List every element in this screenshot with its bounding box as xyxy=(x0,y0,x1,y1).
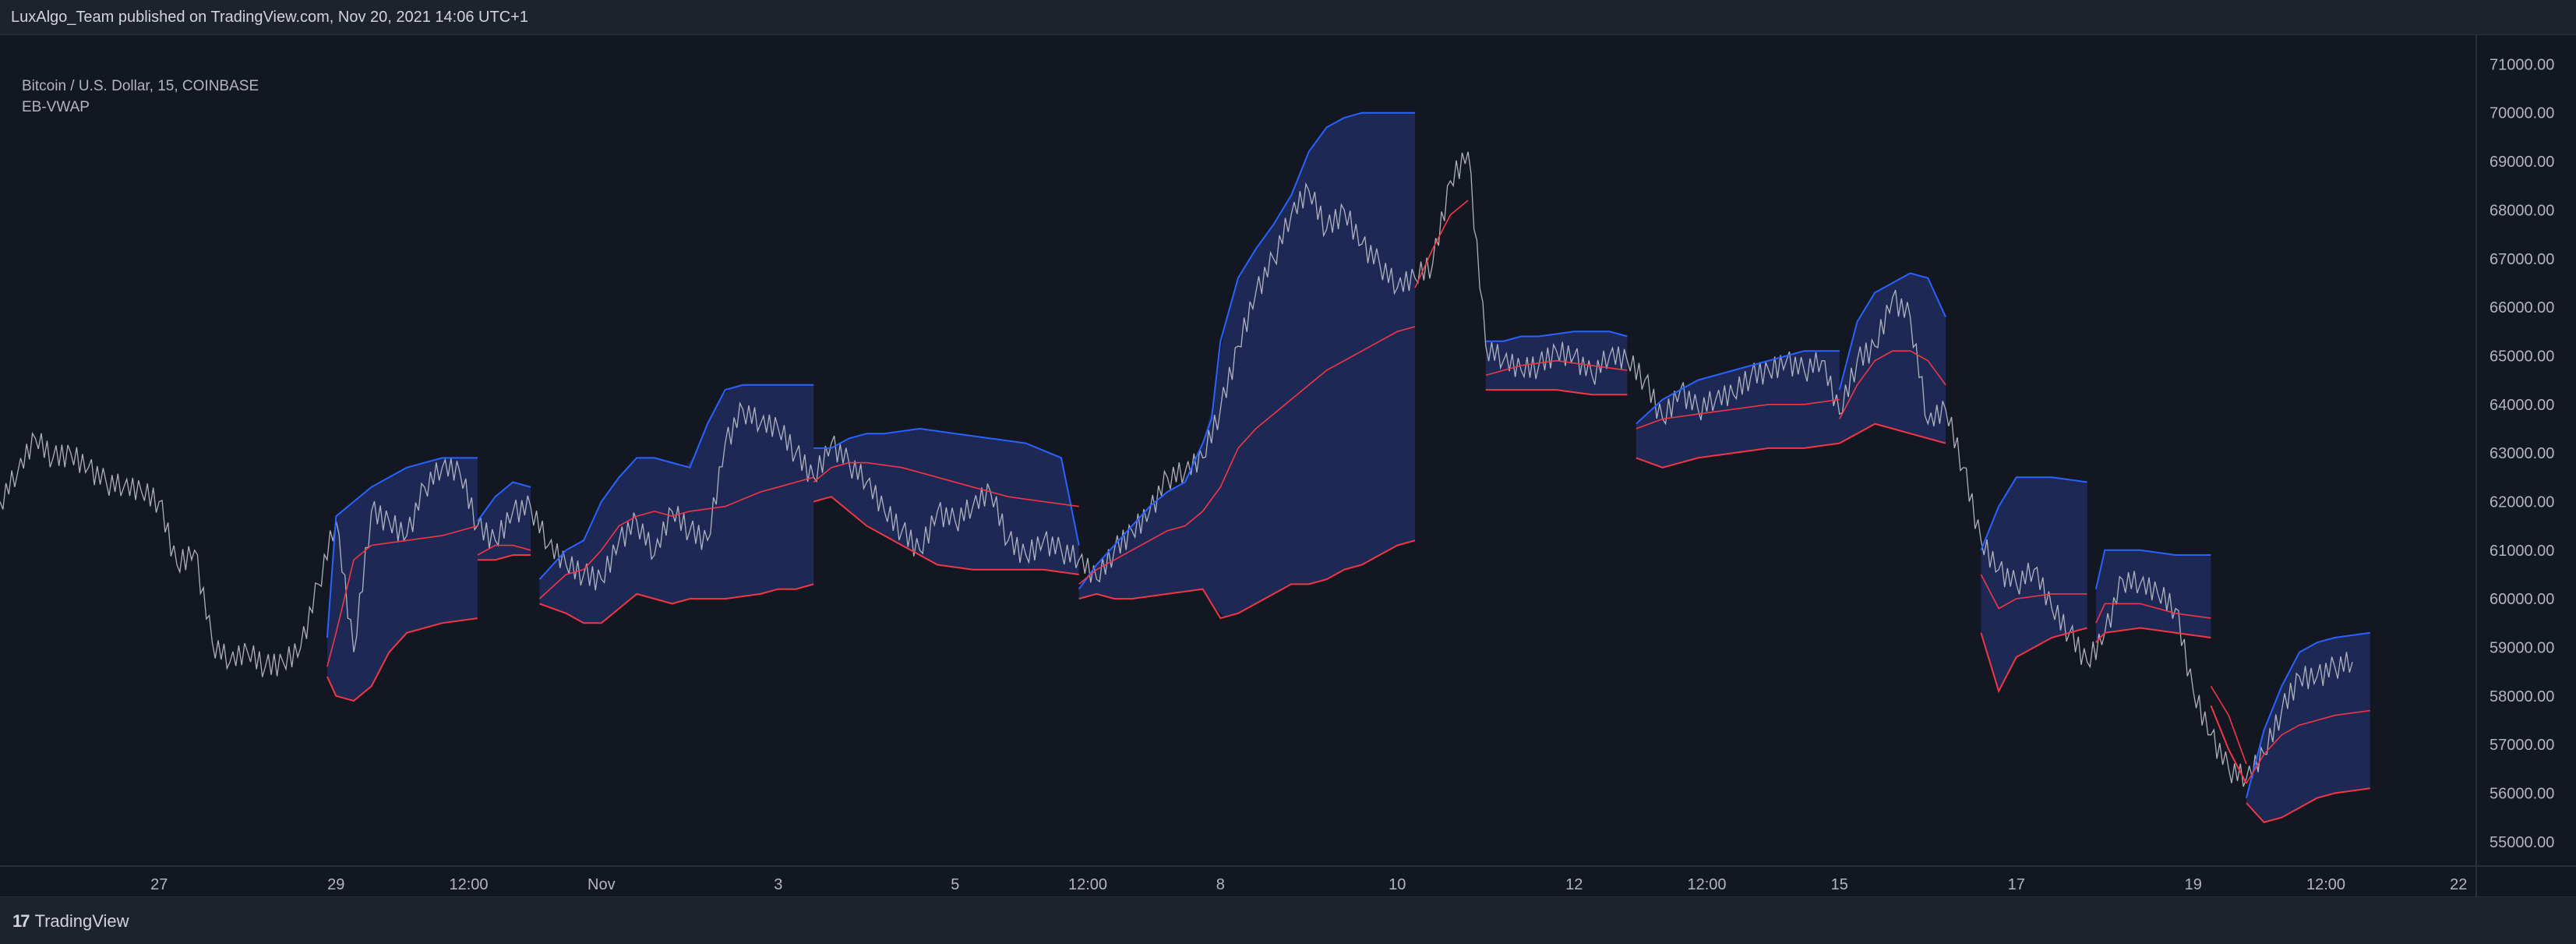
time-tick-label: 17 xyxy=(2008,876,2025,893)
price-tick-label: 70000.00 xyxy=(2490,105,2554,122)
band-fill xyxy=(1485,331,1628,395)
upper-band-line xyxy=(538,384,814,580)
band-fill xyxy=(1981,477,2087,691)
vwap-line xyxy=(326,525,478,667)
upper-band-line xyxy=(1636,350,1840,425)
price-tick-label: 66000.00 xyxy=(2490,299,2554,316)
price-tick-label: 60000.00 xyxy=(2490,591,2554,608)
time-tick-label: 12:00 xyxy=(1687,876,1726,893)
price-tick-label: 61000.00 xyxy=(2490,543,2554,560)
price-tick-label: 69000.00 xyxy=(2490,154,2554,171)
band-fill xyxy=(1078,112,1415,617)
vwap-line xyxy=(1414,200,1469,288)
vwap-line xyxy=(1485,359,1628,377)
time-tick-label: 8 xyxy=(1216,876,1225,893)
upper-band-line xyxy=(477,481,531,521)
lower-band-line xyxy=(1636,442,1840,468)
vwap-line xyxy=(1636,398,1840,430)
price-tick-label: 68000.00 xyxy=(2490,202,2554,219)
upper-band-line xyxy=(813,427,1080,546)
price-tick-label: 56000.00 xyxy=(2490,786,2554,803)
price-tick-label: 59000.00 xyxy=(2490,640,2554,657)
upper-band-line xyxy=(1980,476,2087,551)
upper-band-line xyxy=(326,457,478,638)
footer: 17 TradingView xyxy=(0,896,2576,944)
indicator-legend[interactable]: EB-VWAP xyxy=(22,99,90,115)
price-tick-label: 55000.00 xyxy=(2490,834,2554,851)
lower-band-line xyxy=(1839,423,1946,444)
tradingview-logo[interactable]: 17 TradingView xyxy=(12,911,129,932)
lower-band-line xyxy=(1980,627,2087,694)
vwap-line xyxy=(1839,350,1946,419)
lower-band-line xyxy=(2246,787,2370,824)
band-fill xyxy=(2246,632,2370,822)
time-tick-label: 22 xyxy=(2450,876,2467,893)
price-axis[interactable]: 55000.00 56000.00 57000.00 58000.00 59000.00… xyxy=(2490,56,2554,850)
lower-band-line xyxy=(2210,705,2247,784)
lower-band-line xyxy=(477,554,531,561)
band-line-layer xyxy=(326,111,2370,824)
lower-band-line xyxy=(326,617,478,702)
price-tick-label: 62000.00 xyxy=(2490,494,2554,511)
price-tick-label: 57000.00 xyxy=(2490,737,2554,754)
tradingview-logo-icon: 17 xyxy=(12,911,30,931)
upper-band-line xyxy=(2094,549,2211,589)
price-tick-label: 64000.00 xyxy=(2490,397,2554,414)
price-tick-label: 58000.00 xyxy=(2490,688,2554,705)
lower-band-line xyxy=(1078,539,1416,620)
price-layer xyxy=(0,151,2353,787)
band-fill xyxy=(1839,273,1946,444)
price-tick-label: 67000.00 xyxy=(2490,251,2554,268)
vwap-line xyxy=(1980,574,2087,610)
time-tick-label: 12:00 xyxy=(449,876,488,893)
vwap-line xyxy=(538,476,814,599)
publish-info: LuxAlgo_Team published on TradingView.co… xyxy=(11,9,528,26)
time-tick-label: 19 xyxy=(2185,876,2202,893)
time-tick-label: 12:00 xyxy=(1068,876,1107,893)
time-axis[interactable]: 27 29 12:00 Nov 3 5 12:00 8 10 12 12:00 15 17 19 12:00… xyxy=(150,876,2467,893)
price-chart[interactable]: 55000.00 56000.00 57000.00 58000.00 59000.00… xyxy=(0,35,2576,896)
time-tick-label: 5 xyxy=(951,876,959,893)
publish-header: LuxAlgo_Team published on TradingView.co… xyxy=(0,0,2576,35)
vwap-line xyxy=(2095,603,2211,624)
vwap-line xyxy=(2210,685,2247,765)
price-tick-label: 65000.00 xyxy=(2490,348,2554,365)
time-tick-label: 12:00 xyxy=(2306,876,2345,893)
upper-band-line xyxy=(1485,331,1628,342)
time-tick-label: 3 xyxy=(774,876,782,893)
vwap-line xyxy=(2246,709,2370,784)
time-tick-label: 12 xyxy=(1565,876,1583,893)
upper-band-line xyxy=(1078,111,1415,590)
time-tick-label: 10 xyxy=(1389,876,1406,893)
lower-band-line xyxy=(813,496,1079,575)
brand-name: TradingView xyxy=(34,911,129,931)
vwap-line xyxy=(813,461,1079,507)
lower-band-line xyxy=(2095,627,2211,643)
lower-band-line xyxy=(539,583,814,624)
price-tick-label: 63000.00 xyxy=(2490,445,2554,462)
price-tick-label: 71000.00 xyxy=(2490,56,2554,73)
time-tick-label: Nov xyxy=(588,876,616,893)
vwap-line xyxy=(1078,326,1416,585)
band-fill xyxy=(326,458,478,701)
symbol-legend[interactable]: Bitcoin / U.S. Dollar, 15, COINBASE xyxy=(22,78,259,94)
band-fill xyxy=(539,384,814,624)
upper-band-line xyxy=(1838,272,1946,391)
vwap-line xyxy=(477,544,531,556)
time-tick-label: 27 xyxy=(150,876,168,893)
chart-area[interactable]: 55000.00 56000.00 57000.00 58000.00 59000.00… xyxy=(0,35,2576,896)
price-line xyxy=(0,151,2353,787)
time-tick-label: 15 xyxy=(1831,876,1848,893)
upper-band-line xyxy=(2245,631,2370,798)
time-tick-label: 29 xyxy=(327,876,344,893)
lower-band-line xyxy=(1485,389,1628,396)
band-fill xyxy=(2095,550,2211,643)
